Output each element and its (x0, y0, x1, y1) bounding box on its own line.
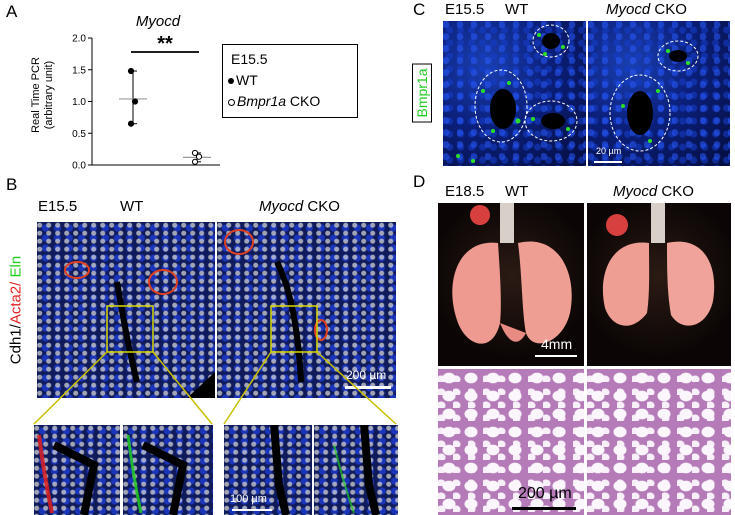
panel-d-wt: WT (505, 183, 529, 200)
panel-b-wt-zoom-2 (123, 425, 213, 515)
panel-d-wt-he-image: 200 µm (438, 369, 584, 515)
chart-title: Myocd (136, 13, 181, 30)
panel-a-letter: A (6, 2, 18, 21)
panel-d-cko: Myocd CKO (613, 183, 694, 200)
panel-b-cko: Myocd CKO (259, 198, 340, 215)
panel-b-wt: WT (120, 198, 144, 215)
panel-d-letter: D (413, 172, 426, 191)
data-point (127, 120, 135, 127)
panel-b-wt-zoom-1 (34, 425, 120, 515)
y-tick-label: 0.0 (72, 161, 86, 172)
panel-c-wt: WT (505, 1, 529, 18)
panel-a-legend: E15.5 WT Bmpr1a CKO (222, 44, 358, 118)
data-point (131, 98, 139, 105)
panel-c-scale-bar (594, 161, 622, 163)
panel-d-he-scale-bar (512, 507, 576, 510)
panel-d-he-scale-label: 200 µm (518, 485, 572, 502)
panel-b-scale-bar-large (345, 386, 391, 389)
panel-a-chart: Myocd 0.0 0.5 1.0 1.5 2.0 ** (72, 13, 220, 172)
panel-b-cko-zoom-1: 100 µm (224, 425, 312, 515)
panel-b-scale-label-small: 100 µm (230, 493, 267, 505)
panel-b-letter: B (6, 175, 18, 194)
y-tick-label: 2.0 (72, 34, 86, 45)
panel-b-cko-image: 200 µm (217, 222, 396, 398)
panel-b-wt-image (37, 222, 215, 398)
legend-stage: E15.5 (231, 51, 268, 67)
panel-d-wt-lung-image: 4mm (438, 203, 584, 366)
panel-c-letter: C (413, 0, 426, 19)
panel-d-lung-scale-bar (535, 355, 577, 357)
significance-label: ** (157, 33, 173, 55)
panel-c-cko-image: 20 µm (588, 21, 730, 166)
y-tick-label: 1.0 (72, 97, 86, 108)
data-point (127, 67, 135, 75)
data-point (191, 149, 199, 157)
legend-wt: WT (228, 72, 258, 88)
y-tick-label: 0.5 (72, 129, 86, 140)
panel-c-scale-label: 20 µm (596, 146, 622, 156)
panel-b-stage: E15.5 (38, 198, 78, 215)
data-point (191, 158, 199, 165)
panel-b-cko-zoom-2 (314, 425, 398, 515)
panel-d-cko-he-image (587, 369, 731, 515)
legend-cko: Bmpr1a CKO (228, 93, 320, 109)
filled-dot-icon (228, 78, 234, 85)
data-point (195, 153, 203, 160)
panel-b-scale-bar-small (232, 509, 272, 511)
open-dot-icon (228, 98, 235, 106)
panel-c-cko: Myocd CKO (606, 1, 687, 18)
panel-c-stage: E15.5 (445, 1, 485, 18)
panel-d-stage: E18.5 (445, 183, 485, 200)
panel-b-scale-label-large: 200 µm (346, 368, 387, 382)
y-tick-label: 1.5 (72, 65, 86, 76)
panel-d-lung-scale-label: 4mm (541, 336, 573, 352)
panel-d-cko-lung-image (587, 203, 731, 366)
panel-c-wt-image (443, 21, 586, 166)
